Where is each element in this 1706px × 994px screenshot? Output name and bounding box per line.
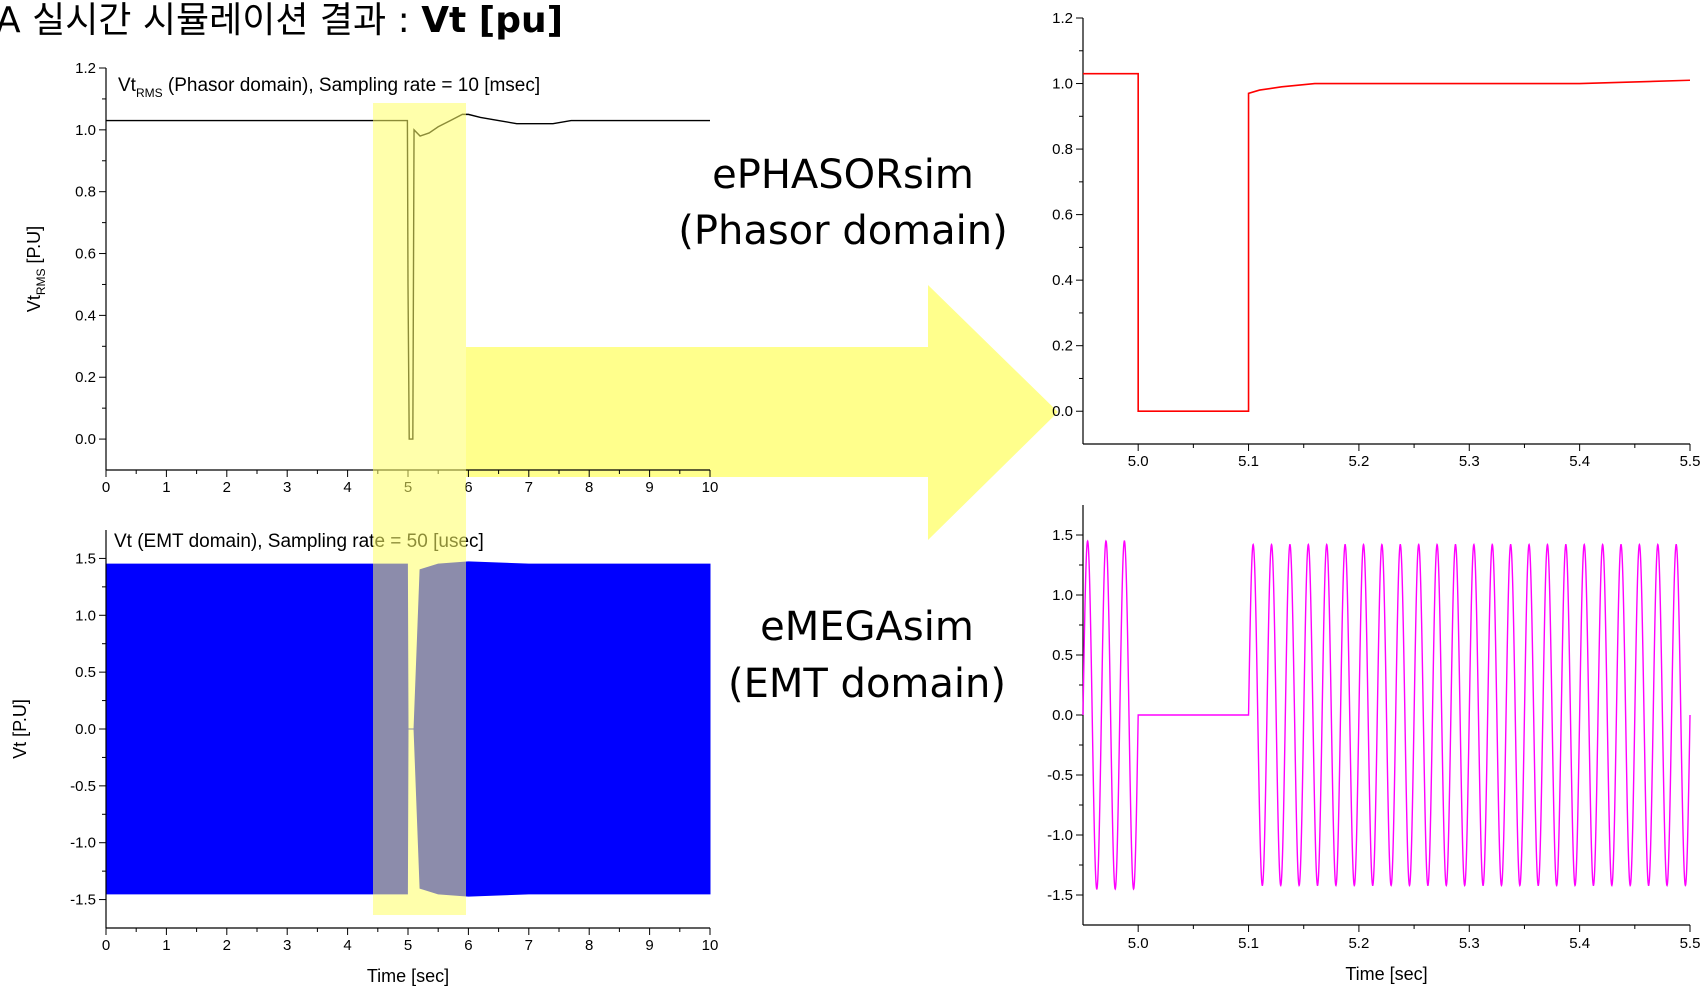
x-tick-label: 5.3 xyxy=(1459,453,1480,470)
x-tick-label: 6 xyxy=(464,937,472,954)
x-axis-title: Time [sec] xyxy=(367,966,449,986)
x-tick-label: 4 xyxy=(343,479,351,496)
x-tick-label: 5.2 xyxy=(1348,453,1369,470)
annotation-main: Vt xyxy=(118,75,137,96)
y-tick-label: 1.2 xyxy=(1052,10,1073,27)
x-tick-label: 5.2 xyxy=(1348,935,1369,952)
y-tick-label: -1.0 xyxy=(1047,827,1073,844)
zoom-arrow xyxy=(466,285,1058,540)
x-tick-label: 8 xyxy=(585,479,593,496)
x-tick-label: 7 xyxy=(525,937,533,954)
y-tick-label: 1.2 xyxy=(75,60,96,77)
y-tick-label: 0.6 xyxy=(1052,207,1073,224)
y-tick-label: 0.5 xyxy=(1052,647,1073,664)
y-axis-title-rest: [P.U] xyxy=(24,226,44,269)
x-tick-label: 5.1 xyxy=(1238,935,1259,952)
y-tick-label: 0.4 xyxy=(1052,272,1073,289)
x-axis-title: Time [sec] xyxy=(1345,964,1427,984)
annotation-subscript: RMS xyxy=(136,86,163,100)
chart-emt-zoom: 5.0 5.1 5.2 5.3 5.4 5.5 -1.5 -1.0 -0.5 0.0 0.5 1.0 1… xyxy=(1047,505,1700,984)
x-tick-label: 5 xyxy=(404,937,412,954)
x-tick-label: 5.0 xyxy=(1128,935,1149,952)
ephasorsim-domain-label: (Phasor domain) xyxy=(678,208,1007,254)
y-axis-title: Vt [P.U] xyxy=(10,699,30,759)
x-tick-label: 8 xyxy=(585,937,593,954)
series-line-vt-emt-zoom xyxy=(1082,539,1691,891)
y-tick-label: 0.0 xyxy=(1052,403,1073,420)
x-tick-label: 5.4 xyxy=(1569,935,1590,952)
x-tick-label: 3 xyxy=(283,937,291,954)
y-tick-label: 1.0 xyxy=(75,607,96,624)
y-tick-label: 0.5 xyxy=(75,664,96,681)
x-tick-label: 1 xyxy=(162,479,170,496)
x-tick-label: 5.5 xyxy=(1680,935,1701,952)
x-tick-label: 9 xyxy=(645,479,653,496)
x-tick-label: 4 xyxy=(343,937,351,954)
y-tick-label: 0.8 xyxy=(75,184,96,201)
emegasim-domain-label: (EMT domain) xyxy=(728,661,1006,707)
x-tick-label: 10 xyxy=(702,937,719,954)
x-tick-label: 3 xyxy=(283,479,291,496)
emegasim-label: eMEGAsim xyxy=(760,604,974,650)
y-tick-label: -1.0 xyxy=(70,835,96,852)
x-tick-label: 1 xyxy=(162,937,170,954)
chart-emt-full: 0 1 2 3 4 5 6 7 8 9 10-1.5-1.0-0.50.00.51.01.5Vt (… xyxy=(10,530,718,986)
y-tick-label: -1.5 xyxy=(1047,887,1073,904)
y-tick-label: -0.5 xyxy=(70,778,96,795)
x-tick-label: 9 xyxy=(645,937,653,954)
y-tick-label: 0.0 xyxy=(75,431,96,448)
zoom-highlight-band xyxy=(373,103,466,915)
x-tick-label: 5.5 xyxy=(1680,453,1701,470)
x-tick-label: 2 xyxy=(223,937,231,954)
y-tick-label: 1.0 xyxy=(75,122,96,139)
y-tick-label: 0.8 xyxy=(1052,141,1073,158)
y-tick-label: 0.0 xyxy=(1052,707,1073,724)
x-tick-label: 5.4 xyxy=(1569,453,1590,470)
x-tick-label: 5.3 xyxy=(1459,935,1480,952)
x-tick-label: 5.0 xyxy=(1128,453,1149,470)
y-axis-title-subscript: RMS xyxy=(34,269,48,296)
y-tick-label: 1.5 xyxy=(75,550,96,567)
y-tick-label: 0.2 xyxy=(1052,338,1073,355)
ephasorsim-label: ePHASORsim xyxy=(712,152,974,198)
page-title-bold: Vt [pu] xyxy=(421,0,563,41)
y-tick-label: 0.0 xyxy=(75,721,96,738)
y-tick-label: 1.5 xyxy=(1052,527,1073,544)
page-title-prefix: A 실시간 시뮬레이션 결과 : xyxy=(0,0,421,41)
x-tick-label: 10 xyxy=(702,479,719,496)
y-tick-label: 1.0 xyxy=(1052,76,1073,93)
chart-phasor-zoom: 5.0 5.1 5.2 5.3 5.4 5.5 0.0 0.2 0.4 0.6 0.8 1.0 1.2 xyxy=(1052,10,1700,470)
chart-annotation: VtRMS (Phasor domain), Sampling rate = 1… xyxy=(118,75,540,100)
series-line-vt-phasor-zoom xyxy=(1083,72,1691,413)
page-title: A 실시간 시뮬레이션 결과 : Vt [pu] xyxy=(0,0,563,41)
x-tick-label: 5.1 xyxy=(1238,453,1259,470)
x-tick-label: 2 xyxy=(223,479,231,496)
y-tick-label: -1.5 xyxy=(70,892,96,909)
y-tick-label: 0.6 xyxy=(75,246,96,263)
y-tick-label: -0.5 xyxy=(1047,767,1073,784)
y-tick-label: 1.0 xyxy=(1052,587,1073,604)
x-tick-label: 0 xyxy=(102,937,110,954)
y-axis-title-main: Vt xyxy=(24,295,44,312)
y-tick-label: 0.4 xyxy=(75,307,96,324)
x-tick-label: 6 xyxy=(464,479,472,496)
y-axis-title: VtRMS [P.U] xyxy=(24,226,48,312)
y-tick-label: 0.2 xyxy=(75,369,96,386)
x-tick-label: 7 xyxy=(525,479,533,496)
x-tick-label: 0 xyxy=(102,479,110,496)
annotation-rest: (Phasor domain), Sampling rate = 10 [mse… xyxy=(163,75,541,96)
